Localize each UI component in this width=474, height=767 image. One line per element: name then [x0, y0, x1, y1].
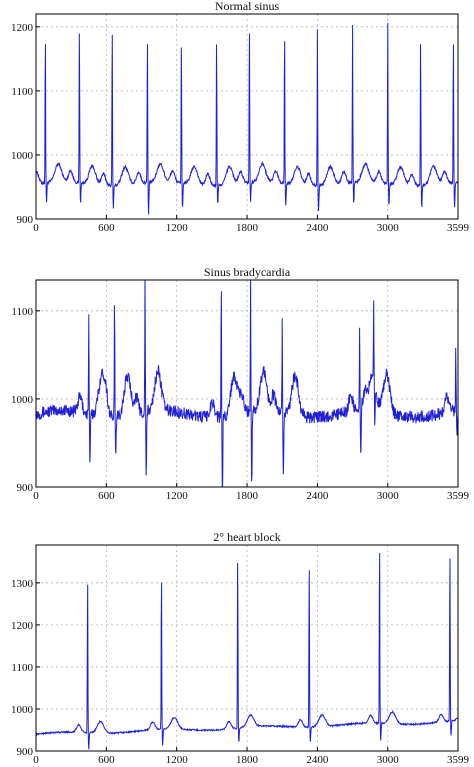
x-tick-label: 2400	[306, 754, 329, 766]
x-tick-label: 3599	[447, 222, 470, 234]
chart-heart-block: 2° heart block 0 600 1200 1800 2400 3000 3599 9…	[11, 530, 470, 766]
y-tick-label: 1200	[11, 22, 34, 34]
x-tick-label: 3599	[447, 490, 470, 502]
chart-normal-sinus: Normal sinus 0 600 1200 1800 2400 3000 3599 900…	[11, 0, 470, 234]
chart-title: Sinus bradycardia	[204, 265, 291, 279]
y-tick-label: 1000	[11, 394, 34, 406]
x-tick-label: 1200	[166, 754, 189, 766]
y-tick-label: 1100	[11, 306, 33, 318]
x-tick-label: 3000	[377, 490, 400, 502]
x-tick-label: 1200	[166, 490, 189, 502]
signal-series	[36, 22, 458, 215]
x-tick-label: 600	[98, 754, 115, 766]
x-tick-label: 0	[33, 490, 39, 502]
y-tick-label: 900	[17, 746, 34, 758]
chart-sinus-bradycardia: Sinus bradycardia 0 600 1200 1800 2400 3000 35…	[11, 265, 470, 502]
x-tick-label: 3599	[447, 754, 470, 766]
y-tick-label: 900	[17, 214, 34, 226]
x-tick-label: 1200	[166, 222, 189, 234]
chart-title: Normal sinus	[215, 0, 280, 13]
y-tick-label: 1200	[11, 620, 34, 632]
x-tick-label: 1800	[236, 490, 259, 502]
chart-title: 2° heart block	[213, 530, 280, 544]
y-tick-label: 1100	[11, 86, 33, 98]
x-tick-label: 0	[33, 222, 39, 234]
y-tick-label: 1000	[11, 150, 34, 162]
y-tick-label: 1000	[11, 704, 34, 716]
x-tick-label: 2400	[306, 222, 329, 234]
x-tick-label: 0	[33, 754, 39, 766]
y-tick-label: 1300	[11, 578, 34, 590]
x-tick-label: 1800	[236, 222, 259, 234]
x-tick-label: 1800	[236, 754, 259, 766]
x-tick-label: 3000	[377, 754, 400, 766]
x-tick-label: 600	[98, 222, 115, 234]
signal-series	[36, 280, 458, 487]
y-tick-label: 1100	[11, 662, 33, 674]
y-tick-label: 900	[17, 482, 34, 494]
signal-series	[36, 552, 458, 750]
x-tick-label: 600	[98, 490, 115, 502]
x-tick-label: 2400	[306, 490, 329, 502]
x-tick-label: 3000	[377, 222, 400, 234]
